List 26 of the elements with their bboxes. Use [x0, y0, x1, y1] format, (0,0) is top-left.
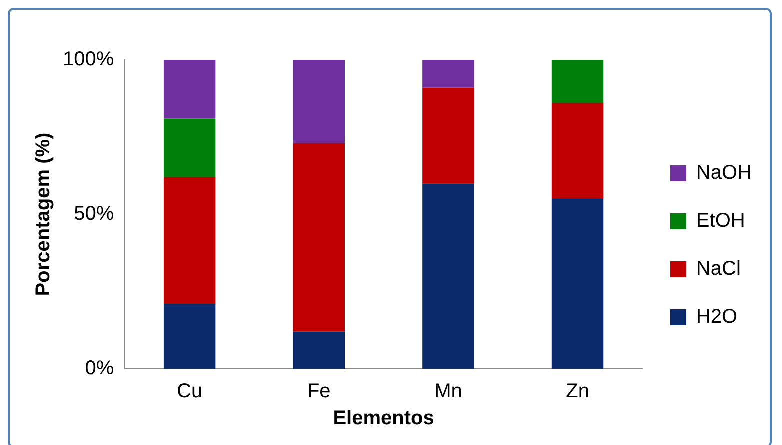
bar — [293, 60, 345, 144]
y-axis-title: Porcentagem (%) — [32, 132, 55, 296]
bar — [552, 103, 604, 200]
bar — [293, 332, 345, 369]
x-axis-title: Elementos — [333, 408, 434, 430]
bar — [164, 177, 216, 304]
x-tick-label: Zn — [566, 380, 590, 403]
bar — [164, 60, 216, 119]
legend-label: NaCl — [696, 258, 741, 280]
bar — [422, 184, 474, 369]
bar — [422, 88, 474, 184]
y-tick-label: 0% — [85, 358, 114, 380]
x-tick-label: Cu — [177, 380, 203, 403]
bar — [164, 118, 216, 178]
bar — [164, 304, 216, 369]
bar — [552, 199, 604, 369]
bar — [552, 60, 604, 104]
y-tick-label: 100% — [62, 48, 114, 71]
y-tick-label: 50% — [74, 203, 114, 226]
x-tick-label: Fe — [307, 380, 331, 403]
bar — [422, 60, 474, 88]
legend-label: NaOH — [696, 162, 752, 184]
bar — [293, 143, 345, 332]
legend-label: EtOH — [696, 210, 746, 232]
x-tick-label: Mn — [434, 380, 462, 403]
legend-label: H2O — [696, 306, 738, 328]
